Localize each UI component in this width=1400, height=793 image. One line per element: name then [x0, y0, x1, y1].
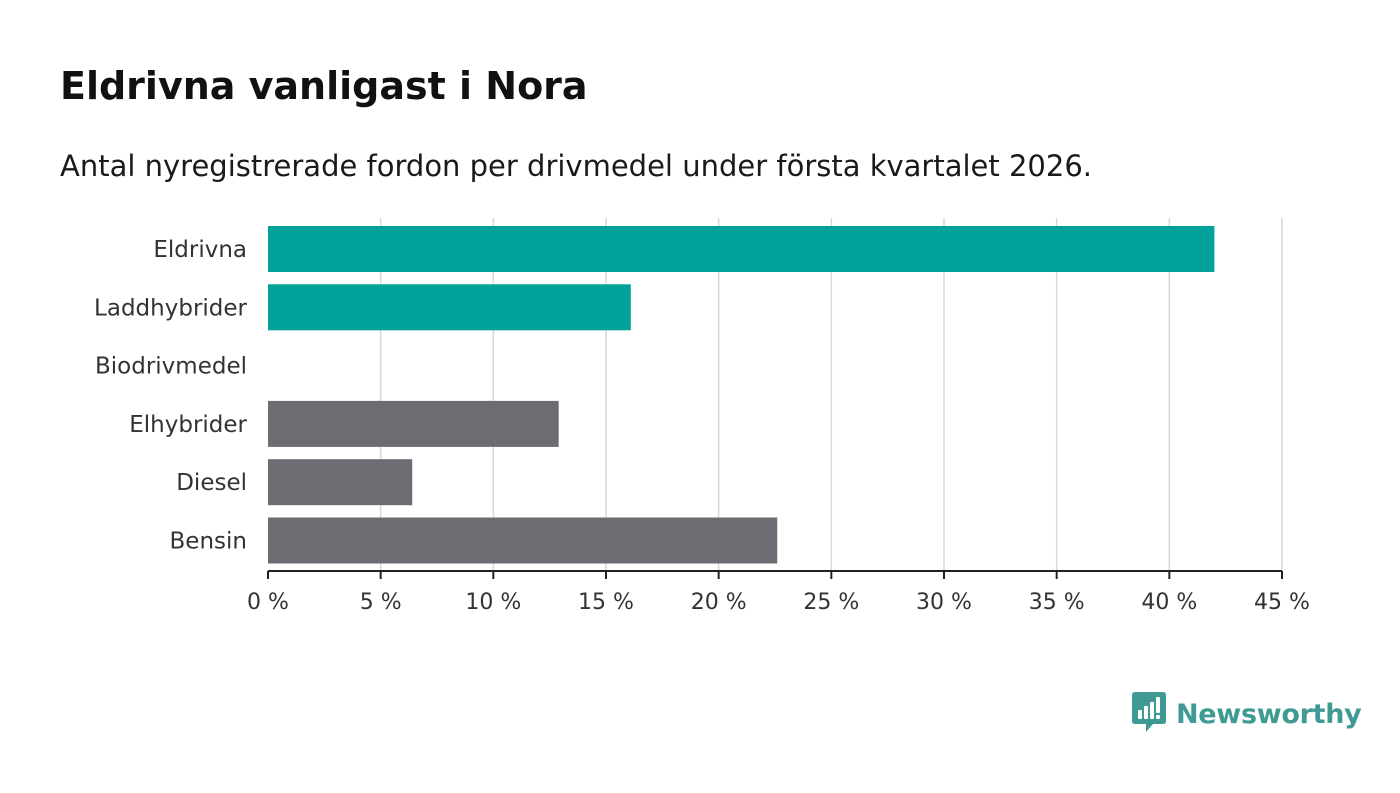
x-tick-label: 35 % — [1029, 590, 1085, 615]
bar-laddhybrider — [268, 284, 631, 331]
bars — [268, 226, 1215, 564]
x-tick-label: 0 % — [247, 590, 289, 615]
x-axis: 0 % 5 % 10 % 15 % 20 % 25 % 30 % 35 % 40 % 45 % — [247, 570, 1310, 615]
chart-title: Eldrivna vanligast i Nora — [60, 64, 588, 108]
chart-subtitle: Antal nyregistrerade fordon per drivmede… — [60, 149, 1093, 183]
x-tick-label: 45 % — [1254, 590, 1310, 615]
brand-name: Newsworthy — [1176, 698, 1362, 730]
category-label: Biodrivmedel — [95, 354, 247, 380]
category-label: Bensin — [170, 529, 247, 555]
x-tick-label: 15 % — [578, 590, 634, 615]
brand-logo: Newsworthy — [1132, 692, 1362, 736]
x-tick-label: 40 % — [1141, 590, 1197, 615]
grid-lines — [379, 218, 1283, 571]
category-labels: Eldrivna Laddhybrider Biodrivmedel Elhybrid… — [94, 237, 247, 555]
bar-elhybrider — [268, 400, 559, 447]
bar-bensin — [268, 517, 778, 564]
newsworthy-logo-icon — [1132, 692, 1166, 736]
category-label: Diesel — [176, 470, 247, 496]
x-tick-label: 25 % — [803, 590, 859, 615]
category-label: Elhybrider — [129, 412, 247, 438]
bar-diesel — [268, 459, 413, 506]
category-label: Laddhybrider — [94, 295, 247, 321]
x-tick-label: 5 % — [360, 590, 402, 615]
bar-eldrivna — [268, 226, 1215, 272]
x-tick-label: 20 % — [691, 590, 747, 615]
x-tick-label: 10 % — [465, 590, 521, 615]
x-tick-label: 30 % — [916, 590, 972, 615]
category-label: Eldrivna — [153, 237, 247, 263]
